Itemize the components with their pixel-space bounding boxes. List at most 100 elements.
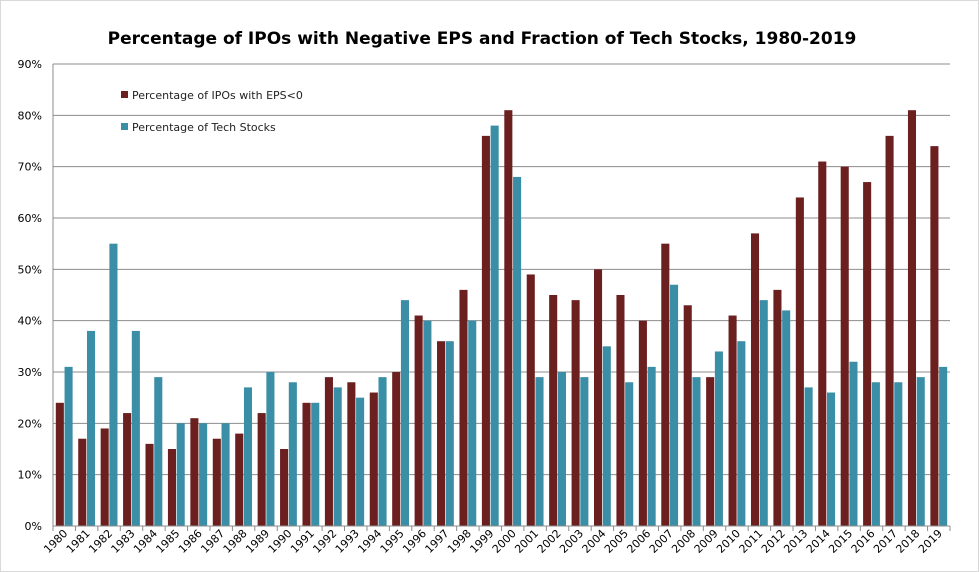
bar-negative-eps xyxy=(280,449,289,526)
x-tick-label: 2003 xyxy=(557,527,586,556)
y-tick-label: 60% xyxy=(18,212,42,225)
x-tick-label: 2018 xyxy=(893,527,922,556)
x-tick-label: 2000 xyxy=(490,527,519,556)
bar-tech-stocks xyxy=(400,300,409,526)
bar-tech-stocks xyxy=(199,423,208,526)
x-tick-label: 2011 xyxy=(737,527,766,556)
bar-tech-stocks xyxy=(580,377,589,526)
bar-negative-eps xyxy=(885,135,894,526)
bar-tech-stocks xyxy=(423,320,432,526)
bar-tech-stocks xyxy=(625,382,634,526)
x-tick-label: 1998 xyxy=(445,527,474,556)
x-tick-label: 1981 xyxy=(64,527,93,556)
bar-negative-eps xyxy=(549,295,558,526)
bar-negative-eps xyxy=(795,197,804,526)
x-tick-label: 1999 xyxy=(467,527,496,556)
bar-negative-eps xyxy=(616,295,625,526)
y-tick-label: 20% xyxy=(18,417,42,430)
x-tick-label: 1990 xyxy=(266,527,295,556)
bar-tech-stocks xyxy=(714,351,723,526)
y-tick-label: 10% xyxy=(18,469,42,482)
legend-swatch xyxy=(121,123,128,130)
x-tick-label: 1980 xyxy=(41,527,70,556)
bar-tech-stocks xyxy=(692,377,701,526)
bar-tech-stocks xyxy=(804,387,813,526)
x-tick-label: 2015 xyxy=(826,527,855,556)
bar-negative-eps xyxy=(907,110,917,526)
bar-negative-eps xyxy=(392,372,401,526)
bar-negative-eps xyxy=(459,289,468,526)
x-tick-label: 1993 xyxy=(333,527,362,556)
bar-negative-eps xyxy=(414,315,423,526)
bar-tech-stocks xyxy=(64,366,73,526)
bar-tech-stocks xyxy=(109,243,118,527)
x-tick-label: 1985 xyxy=(153,527,182,556)
bar-tech-stocks xyxy=(311,402,320,526)
bar-tech-stocks xyxy=(243,387,253,526)
bar-negative-eps xyxy=(773,289,782,526)
x-tick-label: 1982 xyxy=(86,527,115,556)
bar-negative-eps xyxy=(302,402,311,526)
bar-negative-eps xyxy=(638,320,647,526)
bar-tech-stocks xyxy=(827,392,836,526)
bar-negative-eps xyxy=(55,402,64,526)
y-tick-label: 70% xyxy=(18,161,42,174)
bar-tech-stocks xyxy=(86,330,96,526)
bar-tech-stocks xyxy=(849,361,858,526)
y-tick-label: 80% xyxy=(18,109,42,122)
bar-negative-eps xyxy=(863,182,872,526)
x-tick-label: 2017 xyxy=(871,527,900,556)
y-tick-label: 90% xyxy=(18,58,42,71)
x-tick-label: 2019 xyxy=(916,527,945,556)
x-tick-label: 1992 xyxy=(310,527,339,556)
bar-negative-eps xyxy=(437,341,446,526)
bar-negative-eps xyxy=(840,166,849,527)
bar-tech-stocks xyxy=(378,377,387,526)
bar-negative-eps xyxy=(235,433,244,526)
x-tick-label: 2008 xyxy=(669,527,698,556)
x-tick-label: 2005 xyxy=(602,527,631,556)
bar-negative-eps xyxy=(728,315,737,526)
bar-negative-eps xyxy=(818,161,827,526)
bar-negative-eps xyxy=(526,274,535,526)
bar-negative-eps xyxy=(571,300,580,526)
x-tick-label: 2009 xyxy=(692,527,721,556)
bar-tech-stocks xyxy=(916,377,925,526)
bar-tech-stocks xyxy=(782,310,791,526)
x-tick-label: 2002 xyxy=(535,527,564,556)
x-tick-label: 1984 xyxy=(131,527,160,556)
bar-tech-stocks xyxy=(333,387,342,526)
bar-negative-eps xyxy=(661,243,670,527)
bar-negative-eps xyxy=(78,438,87,526)
x-tick-label: 1994 xyxy=(355,527,384,556)
bar-negative-eps xyxy=(167,449,176,526)
x-tick-label: 2014 xyxy=(804,527,833,556)
bar-tech-stocks xyxy=(737,341,746,526)
x-tick-label: 1983 xyxy=(109,527,138,556)
bar-tech-stocks xyxy=(468,320,477,526)
x-tick-label: 1991 xyxy=(288,527,317,556)
bars xyxy=(55,110,948,527)
x-tick-label: 1996 xyxy=(400,527,429,556)
x-tick-label: 1987 xyxy=(198,527,227,556)
y-tick-label: 50% xyxy=(18,263,42,276)
x-tick-label: 2004 xyxy=(580,527,609,556)
x-tick-label: 1989 xyxy=(243,527,272,556)
y-tick-label: 40% xyxy=(18,315,42,328)
bar-negative-eps xyxy=(706,377,715,526)
bar-negative-eps xyxy=(594,269,603,526)
x-tick-label: 1988 xyxy=(221,527,250,556)
legend-swatch xyxy=(121,91,128,98)
x-tick-label: 1986 xyxy=(176,527,205,556)
bar-tech-stocks xyxy=(602,346,611,526)
x-tick-label: 2007 xyxy=(647,527,676,556)
bar-negative-eps xyxy=(324,377,333,526)
bar-negative-eps xyxy=(100,428,109,526)
bar-tech-stocks xyxy=(513,176,522,526)
bar-negative-eps xyxy=(123,413,132,526)
bar-negative-eps xyxy=(347,382,356,526)
bar-tech-stocks xyxy=(131,330,140,526)
bar-tech-stocks xyxy=(176,423,185,526)
bar-negative-eps xyxy=(750,233,760,526)
